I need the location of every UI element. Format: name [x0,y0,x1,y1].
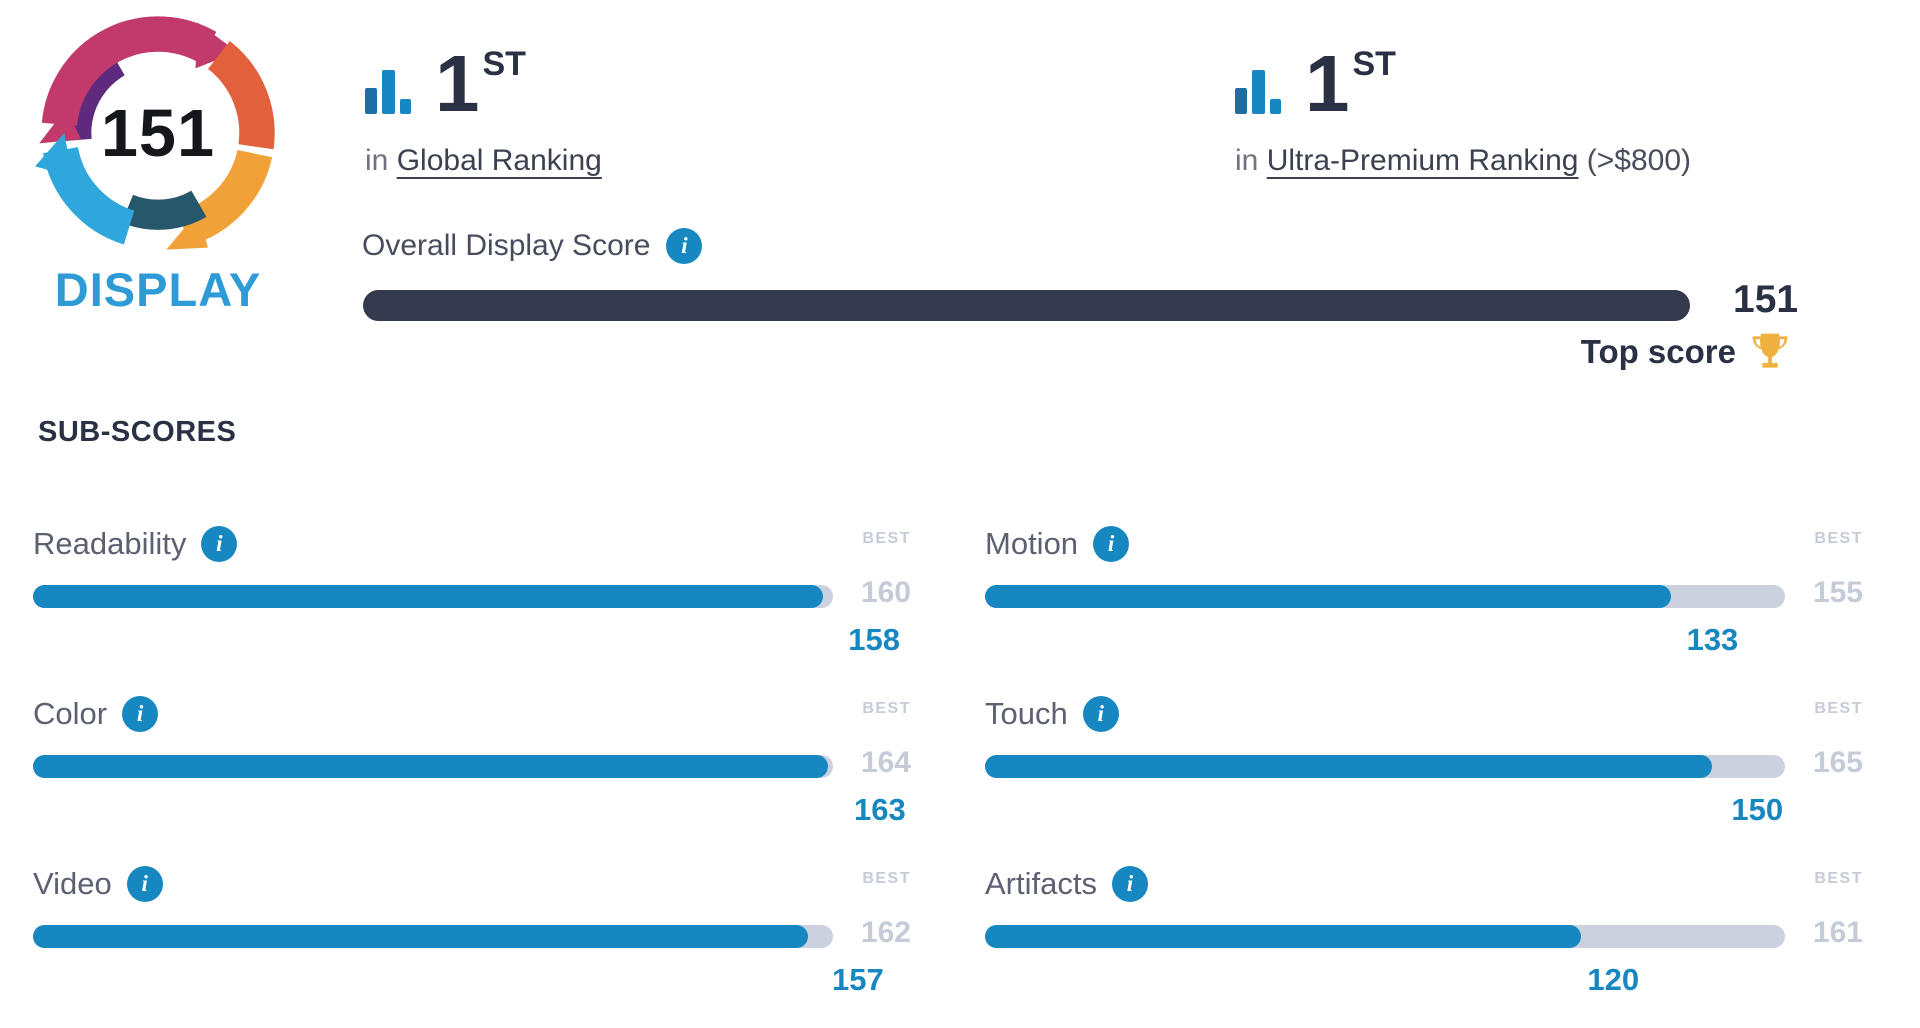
info-icon[interactable]: i [1082,696,1119,732]
ultra-premium-ranking-link[interactable]: Ultra-Premium Ranking [1266,144,1579,177]
subscore-readability: Readability i BEST 160 158 [33,526,911,678]
subscore-value: 150 [1731,792,1784,827]
subscore-value: 157 [832,962,884,997]
subscore-artifacts: Artifacts i BEST 161 120 [985,866,1863,1018]
best-value: 165 [1812,746,1863,779]
info-icon[interactable]: i [1093,526,1130,562]
best-tag: BEST [862,530,911,547]
global-ranking-block: 1ST in Global Ranking [365,39,602,178]
subscore-name: Motion [985,526,1079,561]
subscore-video: Video i BEST 162 157 [33,866,911,1018]
subscore-bar [33,925,833,948]
subscore-name: Video [33,866,112,901]
logo-score: 151 [101,97,215,171]
overall-score-value: 151 [1733,278,1799,321]
logo-label: DISPLAY [54,263,262,316]
subscore-bar-fill [33,585,823,608]
best-tag: BEST [1814,530,1863,547]
top-score-label: Top score [1580,333,1736,370]
best-value: 162 [860,916,911,949]
info-icon[interactable]: i [201,526,238,562]
display-logo: 151 DISPLAY [30,8,286,317]
subscore-name: Touch [985,696,1068,731]
subscore-value: 158 [848,622,901,657]
subscore-bar-fill [985,925,1581,948]
best-tag: BEST [1814,700,1863,717]
subscore-motion: Motion i BEST 155 133 [985,526,1863,678]
subscore-value: 120 [1587,962,1640,997]
global-ranking-link[interactable]: Global Ranking [396,144,602,177]
best-value: 160 [860,576,911,609]
subscores-heading: SUB-SCORES [38,416,237,448]
subscore-value: 163 [853,792,906,827]
subscore-bar-fill [985,755,1713,778]
overall-score-label: Overall Display Score [362,229,651,262]
subscore-bar-fill [33,755,829,778]
best-value: 164 [860,746,911,779]
info-icon[interactable]: i [122,696,159,732]
subscore-bar [985,585,1785,608]
top-score-badge: Top score [1581,330,1792,374]
overall-score-label-row: Overall Display Score i [362,228,703,264]
subscore-bar-fill [33,925,809,948]
subscore-name: Color [33,696,108,731]
ultra-premium-ranking-block: 1ST in Ultra-Premium Ranking (>$800) [1235,39,1692,178]
trophy-icon [1752,333,1788,368]
subscore-bar [985,755,1785,778]
subscore-bar-fill [985,585,1672,608]
rank-position: 1ST [435,39,526,128]
ranking-bars-icon [365,70,411,114]
subscore-color: Color i BEST 164 163 [33,696,911,848]
best-tag: BEST [1814,870,1863,887]
subscore-bar [33,585,833,608]
subscore-name: Artifacts [985,866,1097,901]
info-icon[interactable]: i [1111,866,1148,902]
rank-caption: in Ultra-Premium Ranking (>$800) [1235,144,1692,177]
best-tag: BEST [862,870,911,887]
best-value: 155 [1812,576,1863,609]
best-tag: BEST [862,700,911,717]
subscore-bar [985,925,1785,948]
display-logo-swirl-icon: 151 [35,16,275,250]
info-icon[interactable]: i [666,228,703,264]
subscore-touch: Touch i BEST 165 150 [985,696,1863,848]
best-value: 161 [1812,916,1863,949]
rank-caption: in Global Ranking [365,144,602,177]
ranking-bars-icon [1235,70,1281,114]
price-segment-note: (>$800) [1586,144,1692,177]
subscore-name: Readability [33,526,187,561]
info-icon[interactable]: i [126,866,163,902]
subscore-bar [33,755,833,778]
subscore-value: 133 [1686,622,1739,657]
overall-score-bar [363,290,1690,321]
rank-position: 1ST [1305,39,1396,128]
